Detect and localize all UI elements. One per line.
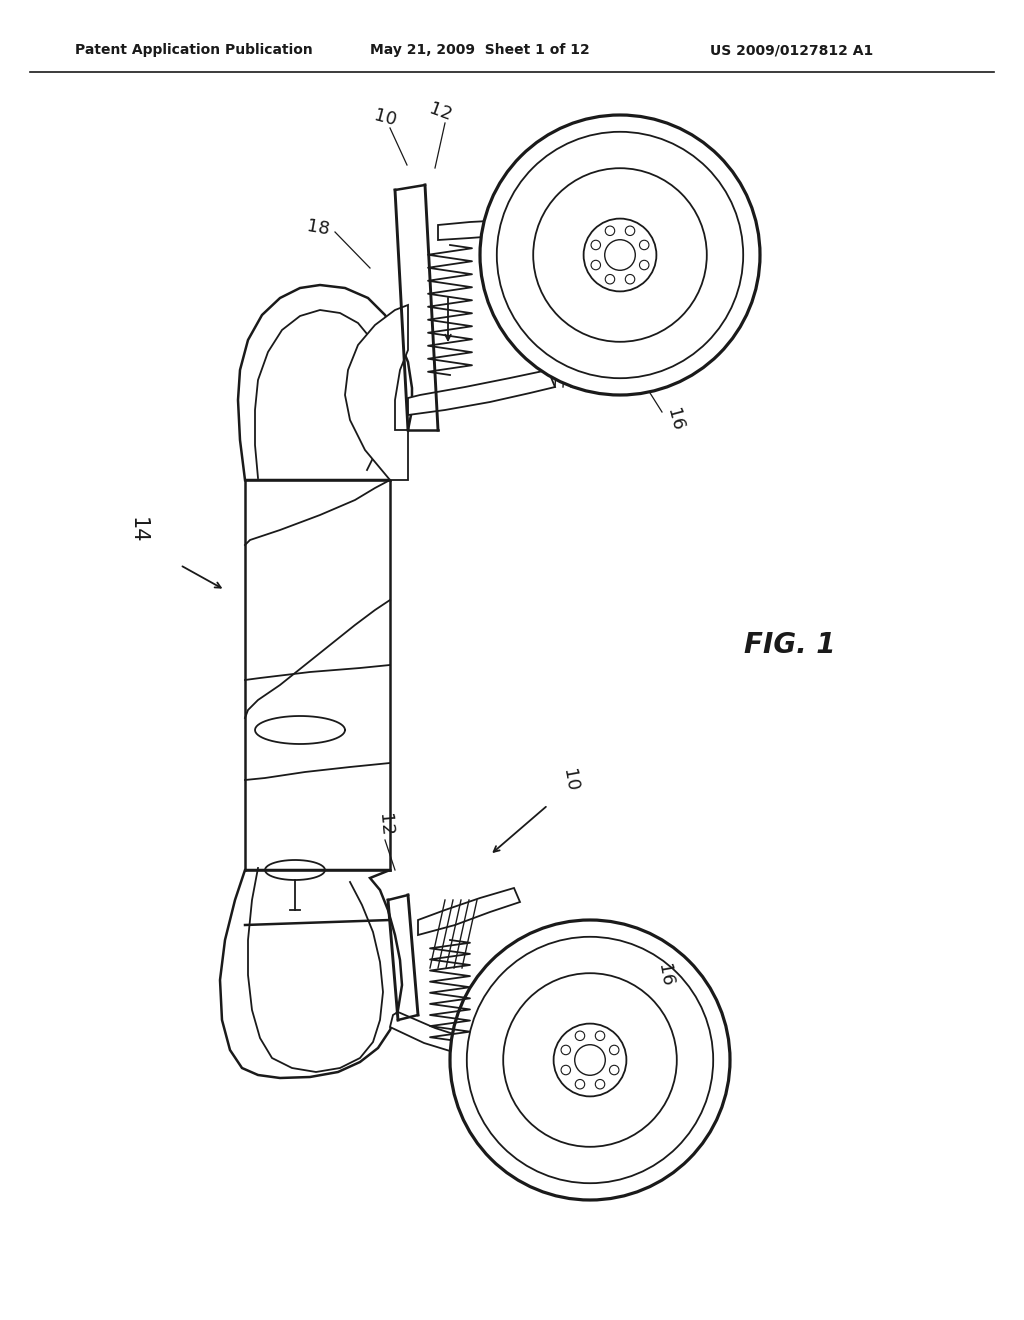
Circle shape [605, 275, 614, 284]
Polygon shape [220, 870, 402, 1078]
Polygon shape [390, 1012, 508, 1063]
Circle shape [480, 115, 760, 395]
Circle shape [575, 1031, 585, 1040]
Circle shape [639, 240, 649, 249]
Circle shape [450, 920, 730, 1200]
Circle shape [554, 1023, 627, 1097]
Text: 10: 10 [372, 107, 398, 129]
Circle shape [595, 1031, 605, 1040]
Text: 12: 12 [375, 813, 395, 837]
Circle shape [561, 1065, 570, 1074]
Text: 16: 16 [654, 962, 676, 987]
Circle shape [561, 1045, 570, 1055]
Circle shape [605, 226, 614, 235]
Text: 14: 14 [128, 516, 148, 544]
Circle shape [609, 1065, 618, 1074]
Circle shape [595, 1080, 605, 1089]
Polygon shape [408, 370, 555, 414]
Text: 12: 12 [426, 99, 454, 124]
Text: 18: 18 [305, 218, 331, 239]
Text: 16: 16 [664, 407, 687, 433]
Circle shape [626, 226, 635, 235]
Circle shape [605, 240, 635, 271]
Circle shape [575, 1080, 585, 1089]
Polygon shape [418, 888, 520, 935]
Polygon shape [438, 215, 580, 240]
Text: May 21, 2009  Sheet 1 of 12: May 21, 2009 Sheet 1 of 12 [370, 44, 590, 57]
Circle shape [574, 1044, 605, 1076]
Circle shape [584, 219, 656, 292]
Text: FIG. 1: FIG. 1 [744, 631, 836, 659]
Text: Patent Application Publication: Patent Application Publication [75, 44, 312, 57]
Text: US 2009/0127812 A1: US 2009/0127812 A1 [710, 44, 873, 57]
Circle shape [591, 240, 600, 249]
Circle shape [591, 260, 600, 269]
Text: 10: 10 [559, 767, 581, 793]
Polygon shape [345, 305, 408, 480]
Circle shape [609, 1045, 618, 1055]
Circle shape [639, 260, 649, 269]
Polygon shape [238, 285, 412, 480]
Circle shape [626, 275, 635, 284]
